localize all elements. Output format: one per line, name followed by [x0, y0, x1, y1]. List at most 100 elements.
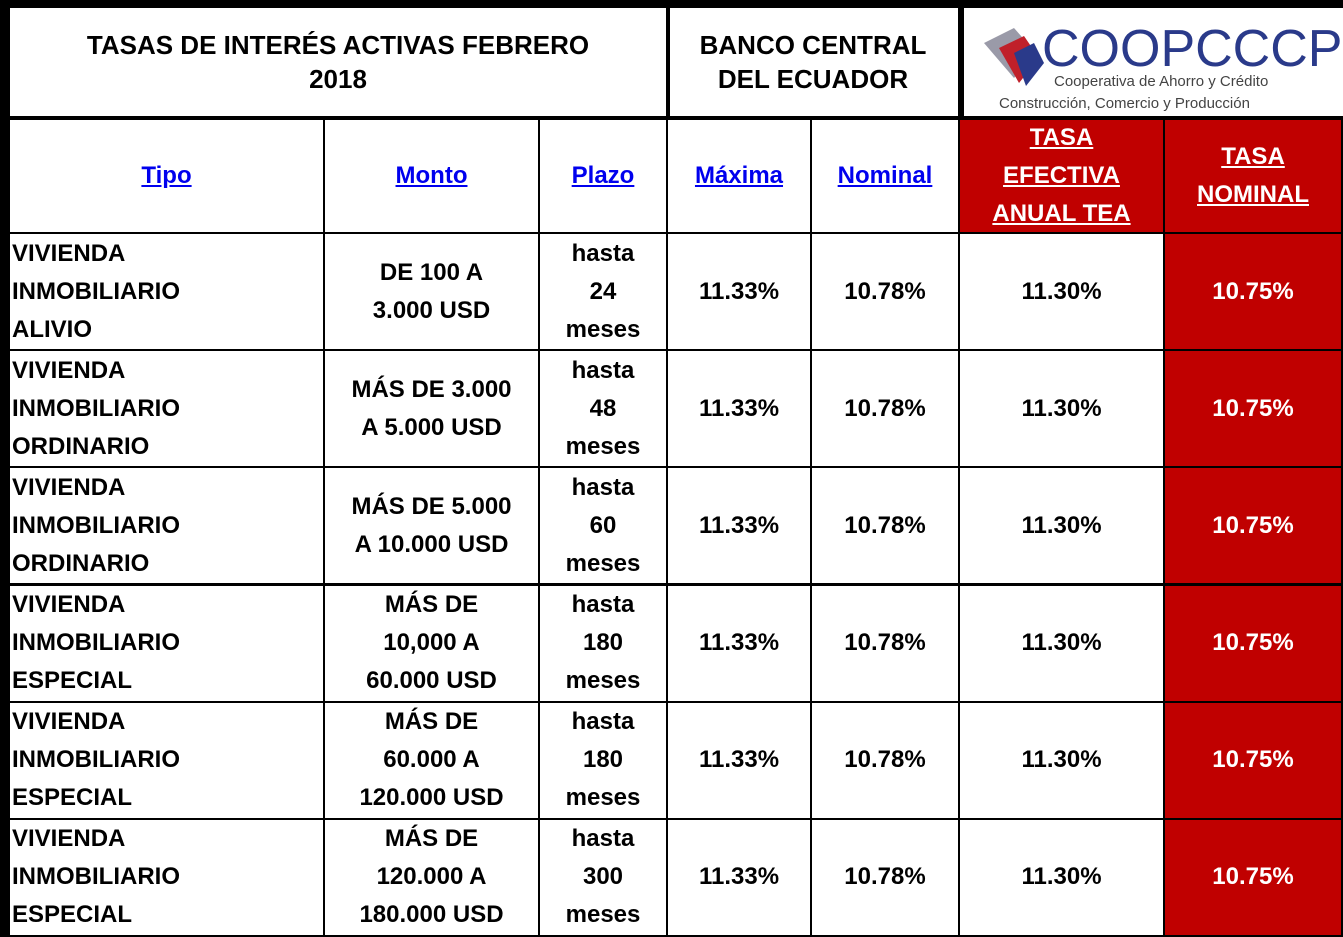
cell-text: ESPECIAL: [12, 901, 133, 929]
table-cell: 11.33%: [666, 466, 812, 586]
cell-text: 60.000 A: [383, 746, 480, 774]
table-cell: hasta 180 meses: [538, 700, 668, 820]
table-cell: VIVIENDA INMOBILIARIO ORDINARIO: [0, 466, 325, 586]
cell-text: 11.30%: [1021, 277, 1102, 305]
cell-text: ORDINARIO: [12, 432, 150, 460]
cell-text: 11.33%: [698, 863, 780, 891]
cell-text: 300: [582, 863, 624, 891]
table-cell: 10.78%: [810, 232, 960, 352]
cell-text: 10.78%: [844, 277, 926, 305]
table-cell: 11.30%: [958, 466, 1165, 586]
cell-text: INMOBILIARIO: [12, 394, 180, 422]
logo-line: Construcción, Comercio y Producción: [999, 95, 1250, 112]
cell-text: 10.75%: [1212, 511, 1294, 539]
cell-text: 10.75%: [1212, 394, 1294, 422]
table-cell: MÁS DE 10,000 A 60.000 USD: [323, 583, 540, 703]
table-cell: 10.75%: [1163, 349, 1343, 469]
table-cell: VIVIENDA INMOBILIARIO ORDINARIO: [0, 349, 325, 469]
table-cell: DE 100 A 3.000 USD: [323, 232, 540, 352]
cell-text: ALIVIO: [12, 315, 93, 343]
cell-text: meses: [565, 784, 641, 812]
cell-text: VIVIENDA: [12, 356, 126, 384]
cell-text: 10.75%: [1212, 277, 1294, 305]
table-cell: MÁS DE 5.000 A 10.000 USD: [323, 466, 540, 586]
table-cell: hasta 300 meses: [538, 817, 668, 937]
table-cell: hasta 180 meses: [538, 583, 668, 703]
table-cell: 10.78%: [810, 349, 960, 469]
column-header[interactable]: TASA NOMINAL: [1163, 118, 1343, 234]
logo-name: COOPCCCP: [1042, 20, 1342, 78]
cell-text: 180: [582, 746, 624, 774]
cell-text: EFECTIVA: [1003, 162, 1120, 189]
cell-text: meses: [565, 432, 641, 460]
column-header[interactable]: TASA EFECTIVA ANUAL TEA: [958, 118, 1165, 234]
cell-text: meses: [565, 901, 641, 929]
cell-text: 11.30%: [1021, 394, 1102, 422]
table-cell: 11.33%: [666, 232, 812, 352]
column-header[interactable]: Tipo: [0, 118, 325, 234]
table-cell: 10.78%: [810, 700, 960, 820]
cell-text: hasta: [571, 356, 635, 384]
cell-text: hasta: [571, 708, 635, 736]
column-header[interactable]: Nominal: [810, 118, 960, 234]
cell-text: TASA: [1221, 143, 1285, 170]
cell-text: 48: [589, 394, 617, 422]
cell-text: 120.000 USD: [359, 784, 504, 812]
cell-text: ESPECIAL: [12, 667, 133, 695]
logo: COOPCCCP Cooperativa de Ahorro y Crédito…: [984, 20, 1342, 112]
cell-text: INMOBILIARIO: [12, 746, 180, 774]
cell-text: 11.33%: [698, 277, 780, 305]
table-cell: 11.30%: [958, 817, 1165, 937]
cell-text: MÁS DE 5.000: [351, 492, 512, 520]
cell-text: 10.75%: [1212, 746, 1294, 774]
cell-text: 10.78%: [844, 863, 926, 891]
table-cell: 10.78%: [810, 817, 960, 937]
table-cell: MÁS DE 60.000 A 120.000 USD: [323, 700, 540, 820]
table-cell: 11.30%: [958, 700, 1165, 820]
table-cell: MÁS DE 120.000 A 180.000 USD: [323, 817, 540, 937]
cell-text: 11.30%: [1021, 629, 1102, 657]
cell-text: 60.000 USD: [366, 667, 497, 695]
table-cell: hasta 60 meses: [538, 466, 668, 586]
cell-text: 24: [589, 277, 617, 305]
table-cell: 11.30%: [958, 349, 1165, 469]
cell-text: 11.30%: [1021, 863, 1102, 891]
table-cell: 11.30%: [958, 583, 1165, 703]
cell-text: 10.78%: [844, 394, 926, 422]
table-cell: 11.33%: [666, 817, 812, 937]
cell-text: INMOBILIARIO: [12, 511, 180, 539]
cell-text: 180: [582, 629, 624, 657]
cell-text: hasta: [571, 473, 635, 501]
column-header[interactable]: Máxima: [666, 118, 812, 234]
cell-text: MÁS DE: [384, 591, 479, 619]
cell-text: VIVIENDA: [12, 708, 126, 736]
cell-text: MÁS DE: [384, 708, 479, 736]
cell-text: TASAS DE INTERÉS ACTIVAS FEBRERO: [86, 30, 590, 60]
column-header[interactable]: Monto: [323, 118, 540, 234]
cell-text: INMOBILIARIO: [12, 629, 180, 657]
cell-text: VIVIENDA: [12, 825, 126, 853]
cell-text: 11.30%: [1021, 511, 1102, 539]
table-cell: VIVIENDA INMOBILIARIO ALIVIO: [0, 232, 325, 352]
cell-text: BANCO CENTRAL: [699, 30, 927, 60]
column-header[interactable]: Plazo: [538, 118, 668, 234]
cell-text: 11.33%: [698, 746, 780, 774]
table-cell: 11.33%: [666, 349, 812, 469]
cell-text: 11.33%: [698, 394, 780, 422]
logo-line: Cooperativa de Ahorro y Crédito: [1054, 73, 1268, 90]
table-cell: VIVIENDA INMOBILIARIO ESPECIAL: [0, 700, 325, 820]
cell-text: 10.75%: [1212, 863, 1294, 891]
table-cell: 10.78%: [810, 583, 960, 703]
table-cell: MÁS DE 3.000 A 5.000 USD: [323, 349, 540, 469]
cell-text: 10.75%: [1212, 629, 1294, 657]
cell-text: 3.000 USD: [372, 296, 491, 324]
cell-text: 120.000 A: [376, 863, 487, 891]
cell-text: NOMINAL: [1197, 181, 1309, 208]
cell-text: TASA: [1029, 124, 1094, 151]
cell-text: Tipo: [141, 162, 192, 189]
table-cell: VIVIENDA INMOBILIARIO ESPECIAL: [0, 817, 325, 937]
table-cell: 10.75%: [1163, 466, 1343, 586]
cell-text: hasta: [571, 239, 635, 267]
cell-text: meses: [565, 667, 641, 695]
